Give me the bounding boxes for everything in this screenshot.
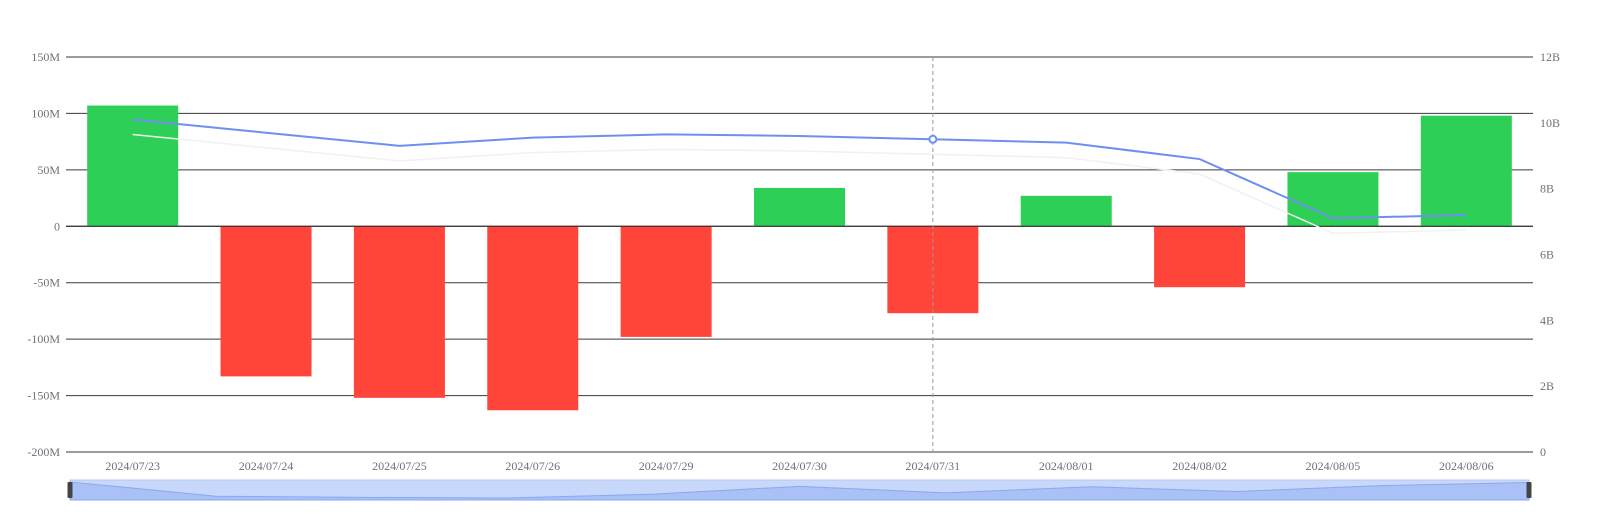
x-tick-label: 2024/07/23 [105, 459, 160, 473]
y-right-tick-label: 6B [1540, 248, 1554, 262]
x-axis: 2024/07/23 2024/07/24 2024/07/25 2024/07/26… [105, 459, 1493, 473]
bar[interactable] [1020, 195, 1112, 227]
y-right-tick-label: 12B [1540, 50, 1560, 64]
y-left-tick-label: -50M [33, 276, 60, 290]
y-right-tick-label: 10B [1540, 116, 1560, 130]
bar[interactable] [220, 226, 312, 377]
bar[interactable] [1154, 226, 1246, 288]
x-tick-label: 2024/07/30 [772, 459, 827, 473]
bar[interactable] [620, 226, 712, 337]
zoom-handle-right[interactable] [1526, 482, 1532, 498]
line-point[interactable] [928, 134, 938, 144]
zoom-preview-area [69, 481, 1530, 501]
y-left-tick-label: -100M [27, 332, 60, 346]
line-shadow [132, 133, 1467, 235]
bar[interactable] [1420, 115, 1512, 227]
y-right-tick-label: 4B [1540, 313, 1554, 327]
y-right-tick-label: 8B [1540, 182, 1554, 196]
y-right-tick-label: 2B [1540, 379, 1554, 393]
x-tick-label: 2024/07/26 [505, 459, 560, 473]
y-left-tick-label: 0 [54, 219, 60, 233]
y-left-tick-label: -150M [27, 389, 60, 403]
y-left-tick-label: -200M [27, 445, 60, 459]
x-tick-label: 2024/07/24 [239, 459, 294, 473]
line-path[interactable] [132, 118, 1467, 220]
bar[interactable] [487, 226, 579, 411]
x-tick-label: 2024/07/29 [639, 459, 694, 473]
y-left-tick-label: 150M [31, 50, 60, 64]
data-zoom-slider[interactable] [67, 479, 1532, 501]
y-axis-left: 150M 100M 50M 0 -50M -100M -150M -200M [27, 50, 60, 459]
y-right-tick-label: 0 [1540, 445, 1546, 459]
x-tick-label: 2024/08/02 [1172, 459, 1227, 473]
x-tick-label: 2024/07/25 [372, 459, 427, 473]
zoom-handle-left[interactable] [67, 482, 73, 498]
y-left-tick-label: 100M [31, 106, 60, 120]
y-axis-right: 12B 10B 8B 6B 4B 2B 0 [1540, 50, 1560, 459]
bar[interactable] [353, 226, 445, 398]
x-tick-label: 2024/08/01 [1039, 459, 1094, 473]
x-tick-label: 2024/08/06 [1439, 459, 1494, 473]
bar[interactable] [87, 105, 179, 227]
bar[interactable] [754, 187, 845, 227]
line-series[interactable] [132, 118, 1467, 235]
x-tick-label: 2024/07/31 [906, 459, 961, 473]
x-tick-label: 2024/08/05 [1306, 459, 1361, 473]
y-left-tick-label: 50M [37, 163, 60, 177]
